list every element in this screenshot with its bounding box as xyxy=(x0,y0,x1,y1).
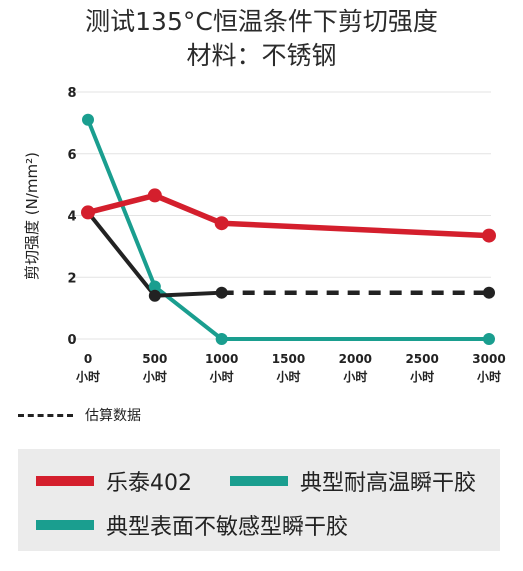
y-tick-label: 2 xyxy=(67,271,76,286)
x-tick-label: 1000 xyxy=(205,352,238,366)
x-tick-label: 500 xyxy=(142,352,167,366)
data-point xyxy=(82,113,94,126)
data-point xyxy=(482,228,496,243)
x-tick-unit: 小时 xyxy=(210,369,234,384)
legend-swatch-teal xyxy=(36,520,94,530)
x-tick-label: 0 xyxy=(84,352,92,366)
estimated-data-note: 估算数据 xyxy=(18,405,141,425)
data-point xyxy=(483,286,495,299)
chart-subtitle: 材料：不锈钢 xyxy=(186,41,337,70)
chart-title: 测试135°C恒温条件下剪切强度 xyxy=(85,7,438,36)
estimated-data-label: 估算数据 xyxy=(85,408,141,424)
legend-item-loctite-402: 乐泰402 xyxy=(36,465,192,497)
series-line xyxy=(87,192,490,239)
data-point xyxy=(215,286,228,299)
legend-label: 乐泰402 xyxy=(106,471,192,496)
x-tick-label: 2500 xyxy=(405,352,438,366)
legend-swatch-red xyxy=(36,476,94,486)
y-tick-label: 0 xyxy=(67,333,76,348)
y-tick-label: 8 xyxy=(67,86,76,101)
y-tick-label: 6 xyxy=(67,148,76,163)
x-tick-label: 1500 xyxy=(272,352,305,366)
legend-swatch-teal xyxy=(230,476,288,486)
x-tick-unit: 小时 xyxy=(410,369,434,384)
data-point xyxy=(148,289,161,302)
x-tick-unit: 小时 xyxy=(477,369,501,384)
legend-label: 典型耐高温瞬干胶 xyxy=(300,471,477,496)
legend-label: 典型表面不敏感型瞬干胶 xyxy=(106,515,349,540)
x-tick-label: 3000 xyxy=(472,352,505,366)
data-point xyxy=(81,205,95,220)
line-chart: 0 2 4 6 8 0 小时 500 小时 1000 小时 1500 小时 2000 小时 2500 小时 30… xyxy=(23,86,506,384)
x-tick-unit: 小时 xyxy=(76,369,100,384)
series-line xyxy=(86,119,489,341)
data-point xyxy=(148,280,161,293)
estimated-dash-swatch xyxy=(18,413,73,417)
data-point xyxy=(215,333,228,345)
x-tick-label: 2000 xyxy=(339,352,372,366)
x-tick-unit: 小时 xyxy=(343,369,367,384)
data-point xyxy=(483,333,495,345)
x-tick-unit: 小时 xyxy=(276,369,300,384)
legend-item-surface-insensitive: 典型表面不敏感型瞬干胶 xyxy=(36,509,348,541)
legend: 乐泰402 典型耐高温瞬干胶 典型表面不敏感型瞬干胶 xyxy=(18,449,500,551)
y-axis-label: 剪切强度 (N/mm²) xyxy=(23,152,41,280)
y-tick-label: 4 xyxy=(67,210,76,225)
data-point xyxy=(214,216,229,231)
data-point xyxy=(147,188,162,203)
x-tick-unit: 小时 xyxy=(143,369,167,384)
legend-item-high-temp: 典型耐高温瞬干胶 xyxy=(230,465,476,497)
